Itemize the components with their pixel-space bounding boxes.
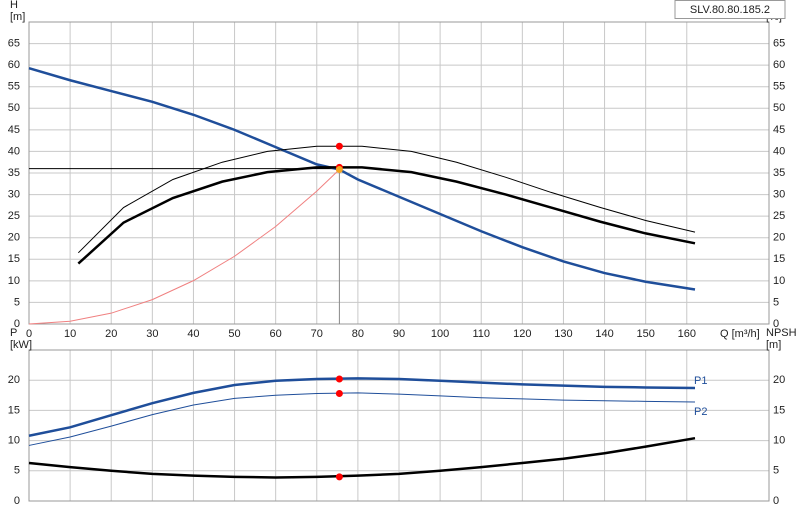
operating-point bbox=[335, 142, 343, 150]
operating-point bbox=[335, 473, 343, 481]
plot-frame bbox=[28, 349, 770, 502]
y-tick-label: 10 bbox=[8, 435, 20, 447]
y2-tick-label: 60 bbox=[773, 59, 785, 71]
x-tick-label: 30 bbox=[146, 328, 158, 340]
y-axis-label: H bbox=[10, 0, 18, 11]
y-tick-label: 60 bbox=[8, 59, 20, 71]
chart-title: SLV.80.80.185.2 bbox=[690, 4, 770, 16]
y-tick-label: 0 bbox=[14, 495, 20, 507]
y-tick-label: 0 bbox=[14, 318, 20, 330]
y-tick-label: 20 bbox=[8, 232, 20, 244]
y2-tick-label: 10 bbox=[773, 435, 785, 447]
y2-tick-label: 65 bbox=[773, 37, 785, 49]
operating-point bbox=[335, 389, 343, 397]
x-tick-label: 20 bbox=[105, 328, 117, 340]
curve bbox=[28, 392, 696, 446]
x-tick-label: 160 bbox=[678, 328, 696, 340]
operating-point bbox=[335, 166, 343, 174]
title-box bbox=[674, 0, 786, 19]
curve bbox=[28, 169, 340, 325]
x-tick-label: 150 bbox=[636, 328, 654, 340]
x-tick-label: 90 bbox=[393, 328, 405, 340]
curve bbox=[28, 66, 696, 291]
y2-tick-label: 35 bbox=[773, 167, 785, 179]
x-tick-label: 120 bbox=[513, 328, 531, 340]
y-tick-label: 25 bbox=[8, 210, 20, 222]
x-tick-label: 0 bbox=[26, 328, 32, 340]
x-tick-label: 130 bbox=[554, 328, 572, 340]
y2-tick-label: 40 bbox=[773, 145, 785, 157]
y-tick-label: 45 bbox=[8, 124, 20, 136]
y-tick-label: 35 bbox=[8, 167, 20, 179]
y-tick-label: 30 bbox=[8, 188, 20, 200]
y-tick-label: 55 bbox=[8, 81, 20, 93]
x-axis-label: Q [m³/h] bbox=[720, 328, 760, 340]
y-tick-label: 40 bbox=[8, 145, 20, 157]
y2-tick-label: 15 bbox=[773, 253, 785, 265]
curve bbox=[28, 377, 696, 437]
y-tick-label: 15 bbox=[8, 253, 20, 265]
curve bbox=[77, 145, 696, 254]
plot-frame bbox=[28, 21, 770, 325]
x-tick-label: 70 bbox=[311, 328, 323, 340]
y2-tick-label: 30 bbox=[773, 188, 785, 200]
curve bbox=[77, 166, 696, 265]
y-tick-label: 65 bbox=[8, 37, 20, 49]
y2-tick-label: 10 bbox=[773, 275, 785, 287]
x-tick-label: 60 bbox=[270, 328, 282, 340]
y-tick-label: 5 bbox=[14, 465, 20, 477]
y-tick-label: 50 bbox=[8, 102, 20, 114]
y2-tick-label: 25 bbox=[773, 210, 785, 222]
y-tick-label: 5 bbox=[14, 296, 20, 308]
y2-tick-label: 15 bbox=[773, 404, 785, 416]
x-tick-label: 100 bbox=[431, 328, 449, 340]
x-tick-label: 10 bbox=[64, 328, 76, 340]
y2-tick-label: 55 bbox=[773, 81, 785, 93]
y2-axis-label: NPSH bbox=[766, 327, 797, 339]
y-tick-label: 10 bbox=[8, 275, 20, 287]
x-tick-label: 140 bbox=[595, 328, 613, 340]
y2-tick-label: 50 bbox=[773, 102, 785, 114]
y-axis-unit: [kW] bbox=[10, 339, 32, 351]
y2-tick-label: 5 bbox=[773, 465, 779, 477]
y2-tick-label: 0 bbox=[773, 318, 779, 330]
curve bbox=[28, 436, 696, 479]
x-tick-label: 50 bbox=[228, 328, 240, 340]
y-tick-label: 15 bbox=[8, 404, 20, 416]
y2-tick-label: 45 bbox=[773, 124, 785, 136]
y2-tick-label: 5 bbox=[773, 296, 779, 308]
y2-tick-label: 20 bbox=[773, 374, 785, 386]
y-axis-unit: [m] bbox=[10, 11, 25, 23]
x-tick-label: 110 bbox=[472, 328, 490, 340]
y2-tick-label: 20 bbox=[773, 232, 785, 244]
curve-label: P1 bbox=[694, 375, 707, 387]
operating-point bbox=[335, 375, 343, 383]
y2-axis-unit: [m] bbox=[766, 339, 781, 351]
y-tick-label: 20 bbox=[8, 374, 20, 386]
y-axis-label: P bbox=[10, 327, 17, 339]
x-tick-label: 40 bbox=[187, 328, 199, 340]
x-tick-label: 80 bbox=[352, 328, 364, 340]
curve-label: P2 bbox=[694, 406, 707, 418]
y2-tick-label: 0 bbox=[773, 495, 779, 507]
